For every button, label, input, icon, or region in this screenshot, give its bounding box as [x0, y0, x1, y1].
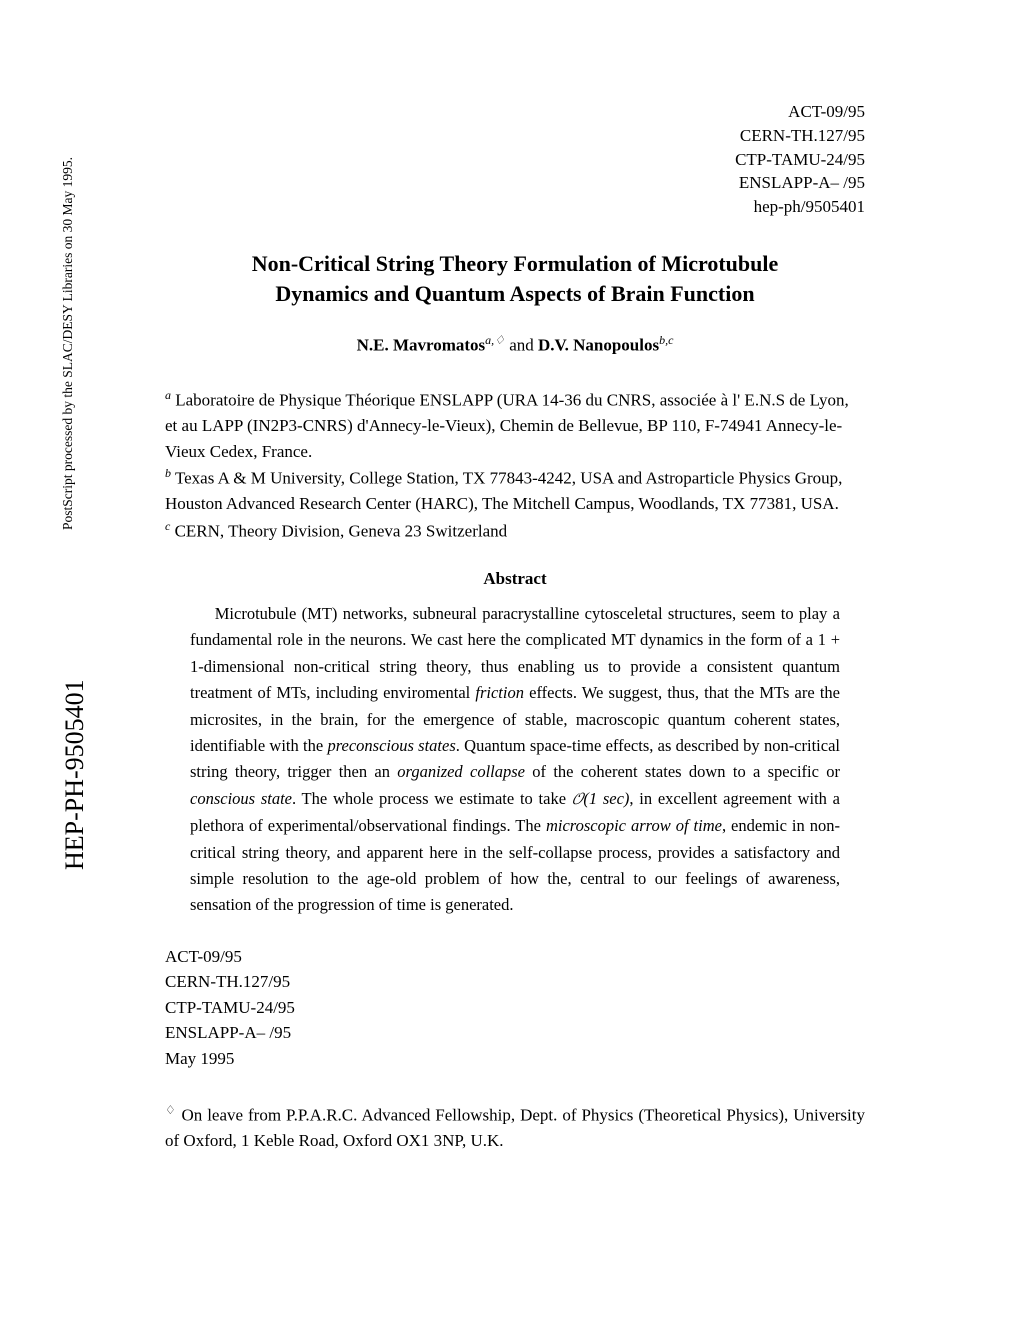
- abstract-emph: organized collapse: [397, 762, 525, 781]
- report-number: ACT-09/95: [165, 944, 865, 970]
- processing-stamp: PostScript processed by the SLAC/DESY Li…: [60, 157, 76, 530]
- abstract-text: of the coherent states down to a specifi…: [525, 762, 840, 781]
- report-numbers-bottom: ACT-09/95 CERN-TH.127/95 CTP-TAMU-24/95 …: [165, 944, 865, 1072]
- abstract-math: (1 sec): [583, 789, 629, 808]
- report-number: CTP-TAMU-24/95: [165, 995, 865, 1021]
- abstract-emph: friction: [475, 683, 524, 702]
- authors: N.E. Mavromatosa,♢ and D.V. Nanopoulosb,…: [165, 333, 865, 356]
- report-number: ENSLAPP-A– /95: [165, 1020, 865, 1046]
- arxiv-stamp: HEP-PH-9505401: [60, 679, 90, 870]
- report-number: ACT-09/95: [165, 100, 865, 124]
- abstract-body: Microtubule (MT) networks, subneural par…: [190, 601, 840, 919]
- report-numbers-top: ACT-09/95 CERN-TH.127/95 CTP-TAMU-24/95 …: [165, 100, 865, 219]
- abstract-emph: conscious state: [190, 789, 292, 808]
- footnote-text: On leave from P.P.A.R.C. Advanced Fellow…: [165, 1106, 865, 1151]
- report-number: CERN-TH.127/95: [165, 124, 865, 148]
- abstract-heading: Abstract: [165, 569, 865, 589]
- affiliation: b Texas A & M University, College Statio…: [165, 464, 865, 517]
- footnote-mark: ♢: [165, 1103, 176, 1117]
- affiliation: c CERN, Theory Division, Geneva 23 Switz…: [165, 517, 865, 544]
- report-number: hep-ph/9505401: [165, 195, 865, 219]
- report-number: May 1995: [165, 1046, 865, 1072]
- affil-text: Laboratoire de Physique Théorique ENSLAP…: [165, 391, 849, 461]
- title-line: Dynamics and Quantum Aspects of Brain Fu…: [275, 281, 754, 306]
- abstract-emph: microscopic arrow of time: [546, 816, 722, 835]
- abstract-math: 𝒪: [572, 792, 584, 808]
- author-name: N.E. Mavromatos: [357, 336, 486, 355]
- report-number: CTP-TAMU-24/95: [165, 148, 865, 172]
- author-affil-marker: b,c: [659, 333, 673, 347]
- abstract-emph: preconscious states: [327, 736, 455, 755]
- report-number: ENSLAPP-A– /95: [165, 171, 865, 195]
- paper-title: Non-Critical String Theory Formulation o…: [165, 249, 865, 308]
- affiliation: a Laboratoire de Physique Théorique ENSL…: [165, 386, 865, 464]
- report-number: CERN-TH.127/95: [165, 969, 865, 995]
- title-line: Non-Critical String Theory Formulation o…: [252, 251, 779, 276]
- author-separator: and: [505, 336, 538, 355]
- abstract-text: . The whole process we estimate to take: [292, 789, 572, 808]
- author-affil-marker: a,♢: [485, 333, 505, 347]
- paper-page: ACT-09/95 CERN-TH.127/95 CTP-TAMU-24/95 …: [165, 100, 865, 1154]
- affiliations: a Laboratoire de Physique Théorique ENSL…: [165, 386, 865, 544]
- footnote: ♢ On leave from P.P.A.R.C. Advanced Fell…: [165, 1101, 865, 1154]
- affil-text: Texas A & M University, College Station,…: [165, 469, 842, 514]
- affil-text: CERN, Theory Division, Geneva 23 Switzer…: [170, 521, 507, 540]
- author-name: D.V. Nanopoulos: [538, 336, 659, 355]
